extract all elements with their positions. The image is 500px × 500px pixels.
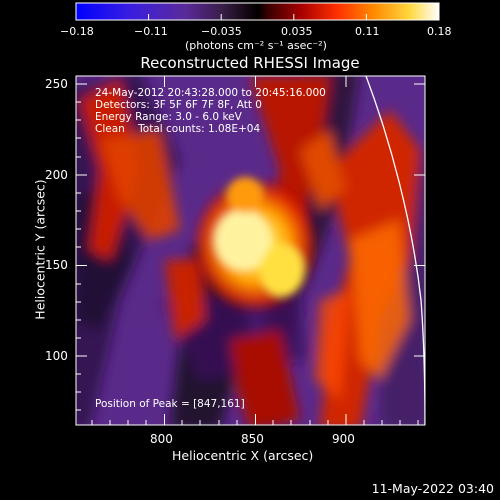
info-line-clean: Clean Total counts: 1.08E+04 — [95, 123, 261, 135]
colorbar-unit-label: (photons cm⁻² s⁻¹ asec⁻²) — [185, 39, 327, 52]
x-tick-label: 850 — [241, 432, 264, 446]
info-line-energy: Energy Range: 3.0 - 6.0 keV — [95, 111, 242, 123]
x-tick-label: 900 — [332, 432, 355, 446]
y-tick-label: 250 — [45, 77, 68, 91]
image-area — [76, 76, 425, 425]
x-tick-label: 800 — [150, 432, 173, 446]
info-line-time: 24-May-2012 20:43:28.000 to 20:45:16.000 — [95, 87, 326, 99]
plot-frame — [75, 75, 426, 426]
x-axis-title: Heliocentric X (arcsec) — [172, 448, 314, 463]
y-axis-title: Heliocentric Y (arcsec) — [32, 179, 48, 320]
colorbar-ticks — [75, 14, 440, 20]
plot-title: Reconstructed RHESSI Image — [140, 54, 360, 72]
colorbar-tick-label: −0.18 — [60, 25, 94, 38]
y-axis-ticks — [76, 83, 425, 411]
y-tick-label: 150 — [45, 258, 68, 272]
colorbar-tick-label: 0.11 — [355, 25, 380, 38]
y-tick-label: 200 — [45, 168, 68, 182]
info-line-detectors: Detectors: 3F 5F 6F 7F 8F, Att 0 — [95, 99, 262, 111]
colorbar-tick-label: −0.11 — [134, 25, 168, 38]
render-timestamp: 11-May-2022 03:40 — [371, 481, 494, 496]
peak-position-text: Position of Peak = [847,161] — [95, 398, 245, 410]
colorbar-tick-label: −0.035 — [201, 25, 242, 38]
y-tick-label: 100 — [45, 349, 68, 363]
colorbar — [75, 2, 440, 21]
x-axis-ticks — [91, 76, 419, 425]
colorbar-tick-label: 0.18 — [427, 25, 452, 38]
colorbar-tick-label: 0.035 — [281, 25, 313, 38]
